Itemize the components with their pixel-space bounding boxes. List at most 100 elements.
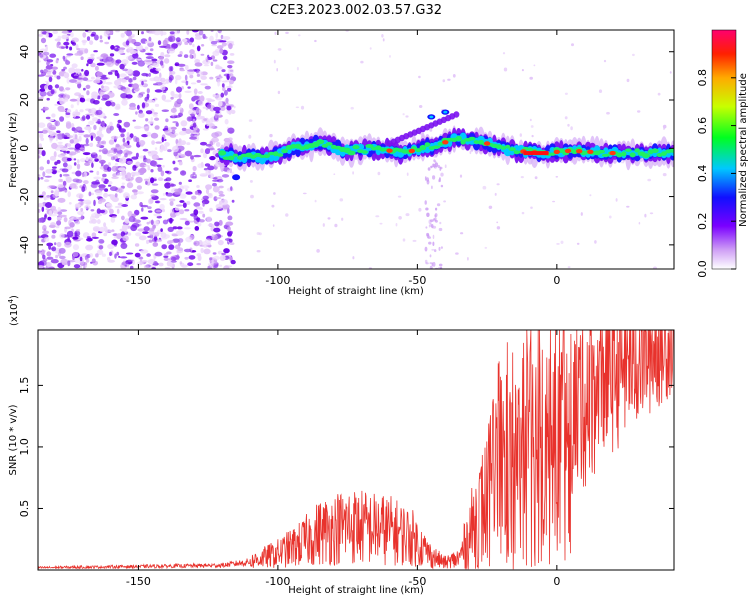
noise-speckle <box>139 167 147 174</box>
noise-speckle <box>163 58 170 64</box>
faint-speckle <box>564 92 568 96</box>
noise-speckle <box>59 233 65 239</box>
noise-speckle <box>191 195 197 200</box>
ridge-cell <box>455 135 462 141</box>
noise-speckle <box>230 259 236 265</box>
noise-speckle <box>85 137 89 145</box>
noise-speckle <box>161 31 167 36</box>
noise-speckle <box>130 176 134 181</box>
streak-speckle <box>425 226 428 229</box>
noise-speckle <box>135 176 143 184</box>
noise-speckle <box>161 109 169 112</box>
y-tick-label: 1.5 <box>18 377 31 395</box>
noise-speckle <box>125 40 130 46</box>
noise-speckle <box>124 153 128 158</box>
noise-speckle <box>84 261 88 268</box>
faint-speckle <box>460 232 464 235</box>
noise-speckle <box>55 225 60 229</box>
noise-speckle <box>96 56 103 60</box>
noise-speckle <box>72 236 79 240</box>
noise-speckle <box>122 68 128 72</box>
noise-speckle <box>190 82 197 85</box>
noise-speckle <box>96 170 100 176</box>
noise-speckle <box>82 152 91 156</box>
noise-speckle <box>135 232 142 237</box>
ridge-cell <box>624 148 632 152</box>
branch-cell <box>453 111 460 118</box>
noise-speckle <box>148 239 153 243</box>
faint-speckle <box>442 79 446 83</box>
noise-speckle <box>174 30 181 35</box>
noise-speckle <box>39 53 44 58</box>
noise-speckle <box>69 139 75 144</box>
noise-speckle <box>91 258 96 264</box>
noise-speckle <box>59 255 66 260</box>
noise-speckle <box>131 33 135 38</box>
noise-speckle <box>46 82 49 85</box>
faint-speckle <box>314 199 317 203</box>
noise-speckle <box>148 210 153 213</box>
noise-speckle <box>213 106 221 112</box>
noise-speckle <box>113 85 121 89</box>
noise-speckle <box>226 86 233 88</box>
noise-speckle <box>175 122 179 127</box>
x-tick-label: 0 <box>553 575 560 588</box>
colorbar-ticks: 0.0 0.2 0.4 0.6 0.8 <box>696 69 736 278</box>
noise-speckle <box>99 149 103 152</box>
noise-speckle <box>89 170 94 173</box>
noise-speckle <box>94 34 99 41</box>
noise-speckle <box>174 191 182 195</box>
colorbar-tick-label: 0.2 <box>696 212 709 230</box>
faint-speckle <box>418 207 422 212</box>
noise-speckle <box>162 219 169 225</box>
streak-speckle <box>434 162 439 168</box>
noise-speckle <box>209 35 214 42</box>
noise-speckle <box>216 67 224 70</box>
noise-speckle <box>228 43 233 50</box>
faint-speckle <box>555 176 559 178</box>
noise-speckle <box>217 239 224 246</box>
noise-speckle <box>80 158 86 163</box>
noise-speckle <box>116 154 122 157</box>
noise-speckle <box>226 169 230 174</box>
noise-speckle <box>162 165 165 168</box>
noise-speckle <box>160 144 165 151</box>
noise-speckle <box>180 120 188 127</box>
noise-speckle <box>197 193 201 196</box>
noise-speckle <box>142 148 149 152</box>
noise-speckle <box>214 112 218 119</box>
noise-speckle <box>195 59 201 63</box>
noise-speckle <box>110 135 119 140</box>
noise-speckle <box>42 258 48 262</box>
noise-speckle <box>147 235 151 238</box>
noise-speckle <box>65 112 71 115</box>
streak-speckle <box>440 184 444 188</box>
faint-speckle <box>249 180 253 183</box>
noise-speckle <box>209 257 213 261</box>
faint-speckle <box>334 223 338 228</box>
noise-speckle <box>121 204 128 207</box>
noise-speckle <box>120 231 126 237</box>
noise-speckle <box>184 256 189 260</box>
noise-speckle <box>169 71 176 75</box>
ridge-cell <box>505 144 511 149</box>
noise-speckle <box>124 31 127 34</box>
faint-speckle <box>567 123 570 127</box>
noise-speckle <box>86 63 89 67</box>
noise-speckle <box>54 190 60 197</box>
noise-speckle <box>76 163 81 170</box>
noise-speckle <box>200 83 208 86</box>
noise-speckle <box>83 134 90 138</box>
noise-speckle <box>109 121 113 127</box>
noise-speckle <box>215 32 218 39</box>
ridge-cell <box>621 151 627 157</box>
noise-speckle <box>95 253 99 258</box>
noise-speckle <box>145 110 153 115</box>
streak-speckle <box>433 159 436 163</box>
noise-speckle <box>169 198 176 202</box>
noise-speckle <box>110 156 115 161</box>
noise-speckle <box>135 44 144 51</box>
noise-speckle <box>206 58 209 63</box>
noise-speckle <box>148 120 154 125</box>
faint-speckle <box>662 124 667 129</box>
